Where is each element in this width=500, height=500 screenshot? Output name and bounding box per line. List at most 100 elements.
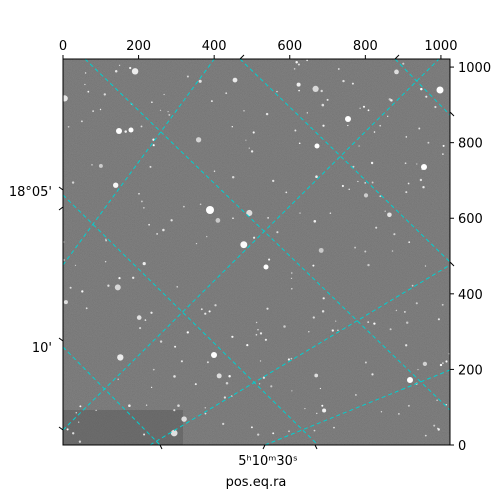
star	[150, 311, 153, 314]
star	[72, 432, 75, 435]
star	[306, 112, 308, 114]
star	[359, 107, 361, 109]
star	[129, 66, 132, 70]
star	[151, 101, 153, 103]
star	[245, 139, 247, 141]
star	[98, 163, 103, 168]
star	[118, 277, 121, 280]
left-axis: 18°05' 10'	[9, 185, 64, 431]
star	[211, 352, 217, 358]
star	[380, 411, 383, 413]
star	[331, 329, 334, 332]
star	[107, 284, 110, 287]
star	[232, 217, 234, 219]
star	[436, 86, 444, 94]
star	[63, 300, 68, 305]
star	[276, 231, 279, 234]
star	[257, 328, 259, 331]
star	[143, 207, 145, 209]
star	[373, 131, 376, 133]
star	[345, 116, 351, 122]
star	[262, 376, 266, 379]
star	[131, 68, 139, 75]
star	[199, 203, 202, 206]
star	[204, 412, 207, 415]
star	[231, 176, 235, 179]
star	[375, 226, 378, 229]
grid-line	[63, 59, 440, 431]
star	[416, 163, 418, 165]
star	[152, 144, 155, 147]
star	[321, 310, 325, 313]
star	[231, 335, 234, 338]
star	[370, 161, 374, 165]
star	[84, 72, 87, 74]
coordinate-grid	[63, 59, 450, 445]
top-tick-label: 1000	[424, 39, 457, 54]
star	[170, 219, 173, 222]
star	[174, 345, 177, 348]
star	[367, 263, 370, 267]
ra-tick-label: 5ʰ10ᵐ30ˢ	[238, 454, 298, 469]
bottom-axis: 5ʰ10ᵐ30ˢ pos.eq.ra	[159, 444, 318, 490]
star	[228, 374, 231, 378]
star	[132, 276, 135, 279]
right-axis: 0 200 400 600 800 1000	[450, 61, 491, 454]
star	[407, 182, 410, 185]
star	[246, 209, 253, 217]
star	[326, 98, 329, 101]
star	[103, 93, 106, 96]
star	[267, 217, 269, 219]
star	[257, 433, 260, 436]
star	[144, 319, 147, 321]
star	[445, 403, 448, 406]
star	[312, 264, 315, 267]
star	[422, 361, 428, 367]
star	[364, 361, 367, 364]
star	[206, 206, 214, 214]
star	[78, 440, 82, 443]
star	[84, 83, 86, 86]
star	[398, 413, 400, 415]
star	[173, 375, 176, 378]
star	[140, 125, 143, 128]
star	[258, 383, 261, 385]
star	[208, 310, 211, 313]
star	[422, 186, 425, 189]
star	[194, 383, 197, 386]
star	[140, 200, 143, 203]
star	[186, 331, 189, 334]
star	[379, 124, 382, 127]
star	[113, 182, 119, 188]
star	[290, 277, 293, 280]
star	[124, 130, 127, 133]
star	[320, 89, 323, 93]
star	[186, 75, 189, 78]
star	[333, 426, 335, 429]
star	[250, 426, 253, 429]
star	[162, 228, 165, 232]
star	[116, 128, 122, 134]
star	[63, 259, 65, 261]
star	[200, 308, 203, 311]
star	[363, 193, 369, 198]
right-tick-label: 200	[458, 363, 483, 378]
star	[163, 93, 165, 96]
star	[298, 89, 300, 92]
star	[304, 407, 306, 410]
top-tick-label: 0	[59, 39, 67, 54]
star	[87, 90, 90, 93]
right-tick-label: 0	[458, 439, 466, 454]
right-tick-label: 800	[458, 137, 483, 152]
star	[371, 181, 374, 184]
star	[418, 127, 421, 130]
star	[384, 210, 386, 212]
star	[306, 59, 308, 62]
grid-line	[264, 369, 450, 445]
star	[358, 145, 360, 147]
star	[407, 377, 413, 383]
star	[425, 95, 428, 98]
star	[316, 412, 318, 415]
star	[91, 164, 93, 166]
star	[391, 250, 394, 252]
